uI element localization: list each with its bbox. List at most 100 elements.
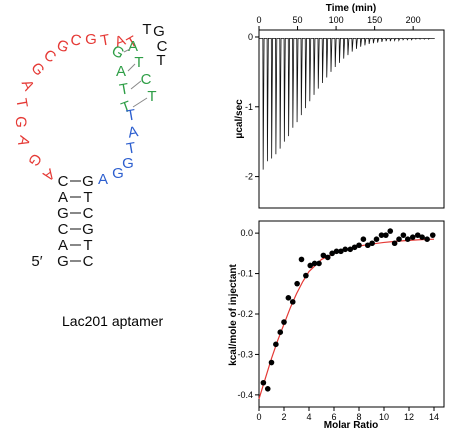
data-point <box>373 236 380 242</box>
nucleotide-stem-left: G <box>57 253 69 270</box>
nucleotide-stem-right: T <box>83 237 92 254</box>
y-tick-label: 0 <box>248 32 253 42</box>
aptamer-caption: Lac201 aptamer <box>62 313 164 329</box>
nucleotide-stem-right: G <box>82 173 94 190</box>
x-tick-label: 0 <box>256 15 261 25</box>
nucleotide-loop: A <box>18 77 38 93</box>
nucleotide-loop-blue: A <box>127 123 140 141</box>
nucleotide-loop: C <box>69 31 83 50</box>
data-points <box>260 228 436 392</box>
data-point <box>387 228 394 234</box>
data-point <box>273 341 279 348</box>
data-point <box>429 232 436 238</box>
nucleotide-stem-right: T <box>83 189 92 206</box>
base-pair-bond <box>123 48 131 53</box>
x-tick-label: 100 <box>329 15 344 25</box>
nucleotide-loop-blue: T <box>125 106 137 124</box>
data-point <box>289 299 296 305</box>
thermogram-trace <box>259 37 435 170</box>
nucleotide-loop: G <box>24 150 45 169</box>
x-tick-label: 200 <box>406 15 421 25</box>
data-point <box>419 234 425 240</box>
nucleotide-apex: G <box>153 23 165 40</box>
data-point <box>351 244 358 251</box>
nucleotide-loop: G <box>85 31 97 48</box>
data-point <box>360 236 367 242</box>
data-point <box>307 262 314 269</box>
data-point <box>364 242 371 249</box>
nucleotide-stem-left: C <box>58 221 69 238</box>
data-point <box>396 236 402 242</box>
data-point <box>303 272 309 279</box>
data-point <box>356 242 362 249</box>
data-point <box>260 379 267 386</box>
y-tick-label: 0.0 <box>240 228 253 238</box>
nucleotide-loop-blue: T <box>125 139 137 157</box>
nucleotide-loop: A <box>14 134 33 148</box>
y-tick-label: -0.2 <box>237 309 253 319</box>
nucleotide-stem-right: C <box>83 205 94 222</box>
base-pair-bond <box>132 97 148 108</box>
five-prime-label: 5′ <box>31 253 42 270</box>
y-tick-label: -0.3 <box>237 349 253 359</box>
data-point <box>404 236 411 242</box>
data-point <box>333 248 340 255</box>
isotherm-ticks: 0 2 4 6 8 10 12 14 0.0 -0.1 -0.2 -0.3 -0.4 <box>237 228 439 422</box>
isotherm-x-label: Molar Ratio <box>324 420 378 431</box>
data-point <box>329 250 335 257</box>
nucleotide-apex: C <box>157 38 168 55</box>
nucleotide-stem-left: A <box>58 237 68 254</box>
data-point <box>409 234 416 240</box>
fit-curve <box>258 238 435 400</box>
nucleotide-loop-green: T <box>147 88 156 105</box>
nucleotide-loop: G <box>54 36 71 56</box>
data-point <box>264 386 271 392</box>
nucleotide-loop: G <box>12 116 29 128</box>
data-point <box>311 260 318 267</box>
data-point <box>347 246 354 253</box>
data-point <box>400 232 407 238</box>
x-tick-label: 0 <box>256 412 261 422</box>
x-tick-label: 150 <box>367 15 382 25</box>
data-point <box>338 248 344 255</box>
nucleotide-stem-left: G <box>57 205 69 222</box>
data-point <box>378 232 385 238</box>
x-tick-label: 8 <box>356 412 361 422</box>
x-tick-label: 2 <box>281 412 286 422</box>
x-tick-label: 6 <box>331 412 336 422</box>
data-point <box>316 260 322 267</box>
data-point <box>383 232 389 238</box>
y-tick-label: -1 <box>245 102 253 112</box>
x-tick-label: 50 <box>293 15 303 25</box>
data-point <box>294 280 300 287</box>
nucleotide-loop-blue: G <box>122 155 134 172</box>
nucleotide-loop-green: C <box>141 71 152 88</box>
raw-heat-frame <box>258 29 445 209</box>
data-point <box>342 246 349 253</box>
data-point <box>424 236 430 242</box>
nucleotide-apex: T <box>156 52 165 69</box>
data-point <box>277 329 284 335</box>
isotherm-y-label: kcal/mole of injectant <box>228 263 239 365</box>
nucleotide-loop-green: A <box>128 38 138 55</box>
nucleotide-loop-blue: G <box>112 165 124 182</box>
nucleotide-stem-right: G <box>82 221 94 238</box>
data-point <box>391 240 398 247</box>
data-point <box>369 240 375 247</box>
nucleotide-loop-green: T <box>118 80 130 98</box>
nucleotide-loop-blue: A <box>98 171 108 188</box>
raw-heat-y-label: μcal/sec <box>234 99 245 139</box>
data-point <box>414 232 421 238</box>
nucleotide-loop-green: A <box>116 63 126 80</box>
raw-heat-x-label: Time (min) <box>326 3 376 14</box>
data-point <box>298 256 305 263</box>
data-point <box>285 295 292 301</box>
nucleotide-loop: A <box>40 165 58 185</box>
nucleotide-apex: T <box>142 21 151 38</box>
x-tick-label: 14 <box>429 412 439 422</box>
data-point <box>324 254 331 261</box>
data-point <box>320 252 327 259</box>
nucleotide-loop-green: T <box>134 54 143 71</box>
